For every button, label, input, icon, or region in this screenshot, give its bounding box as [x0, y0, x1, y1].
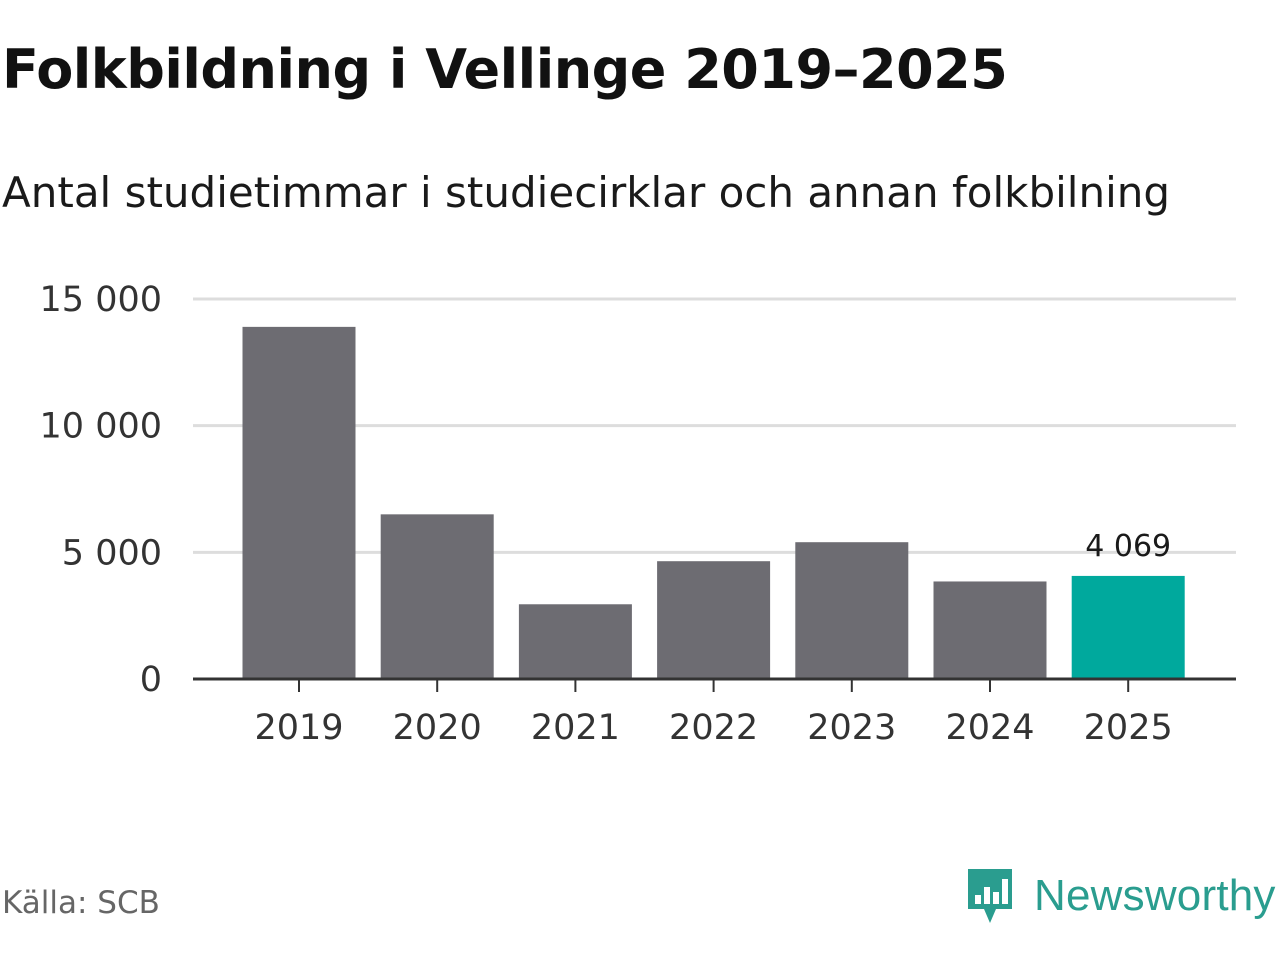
- bar-2020: [380, 514, 494, 679]
- x-tick-label: 2024: [945, 708, 1034, 748]
- x-tick-label: 2021: [531, 708, 620, 748]
- x-tick-label: 2025: [1084, 708, 1173, 748]
- brand-name: Newsworthy: [1034, 871, 1276, 920]
- bar-2019: [242, 326, 356, 679]
- x-tick-label: 2023: [807, 708, 896, 748]
- x-axis: 2019 2020 2021 2022 2023 2024 2025: [193, 677, 1236, 748]
- x-tick-label: 2022: [669, 708, 758, 748]
- bar-2022: [657, 561, 771, 679]
- chart-subtitle: Antal studietimmar i studiecirklar och a…: [2, 168, 1171, 217]
- bar-2021: [518, 604, 632, 679]
- bars: [242, 326, 1185, 679]
- y-tick-label: 0: [140, 660, 162, 700]
- x-tick-label: 2019: [254, 708, 343, 748]
- y-tick-label: 10 000: [40, 407, 162, 447]
- newsworthy-logo-icon: [968, 869, 1012, 923]
- bar-2024: [933, 581, 1047, 679]
- chart-title: Folkbildning i Vellinge 2019–2025: [2, 38, 1008, 101]
- y-axis-ticks: 0 5 000 10 000 15 000: [40, 280, 162, 700]
- gridlines: [193, 297, 1236, 554]
- source-note: Källa: SCB: [2, 885, 160, 921]
- bar-2025: [1071, 575, 1185, 679]
- value-label-2025: 4 069: [1085, 529, 1171, 564]
- y-tick-label: 5 000: [62, 533, 162, 573]
- bar-2023: [795, 542, 909, 679]
- x-tick-label: 2020: [393, 708, 482, 748]
- value-labels: 4 069: [1085, 529, 1171, 564]
- brand-mark: Newsworthy: [964, 864, 1276, 928]
- y-tick-label: 15 000: [40, 280, 162, 320]
